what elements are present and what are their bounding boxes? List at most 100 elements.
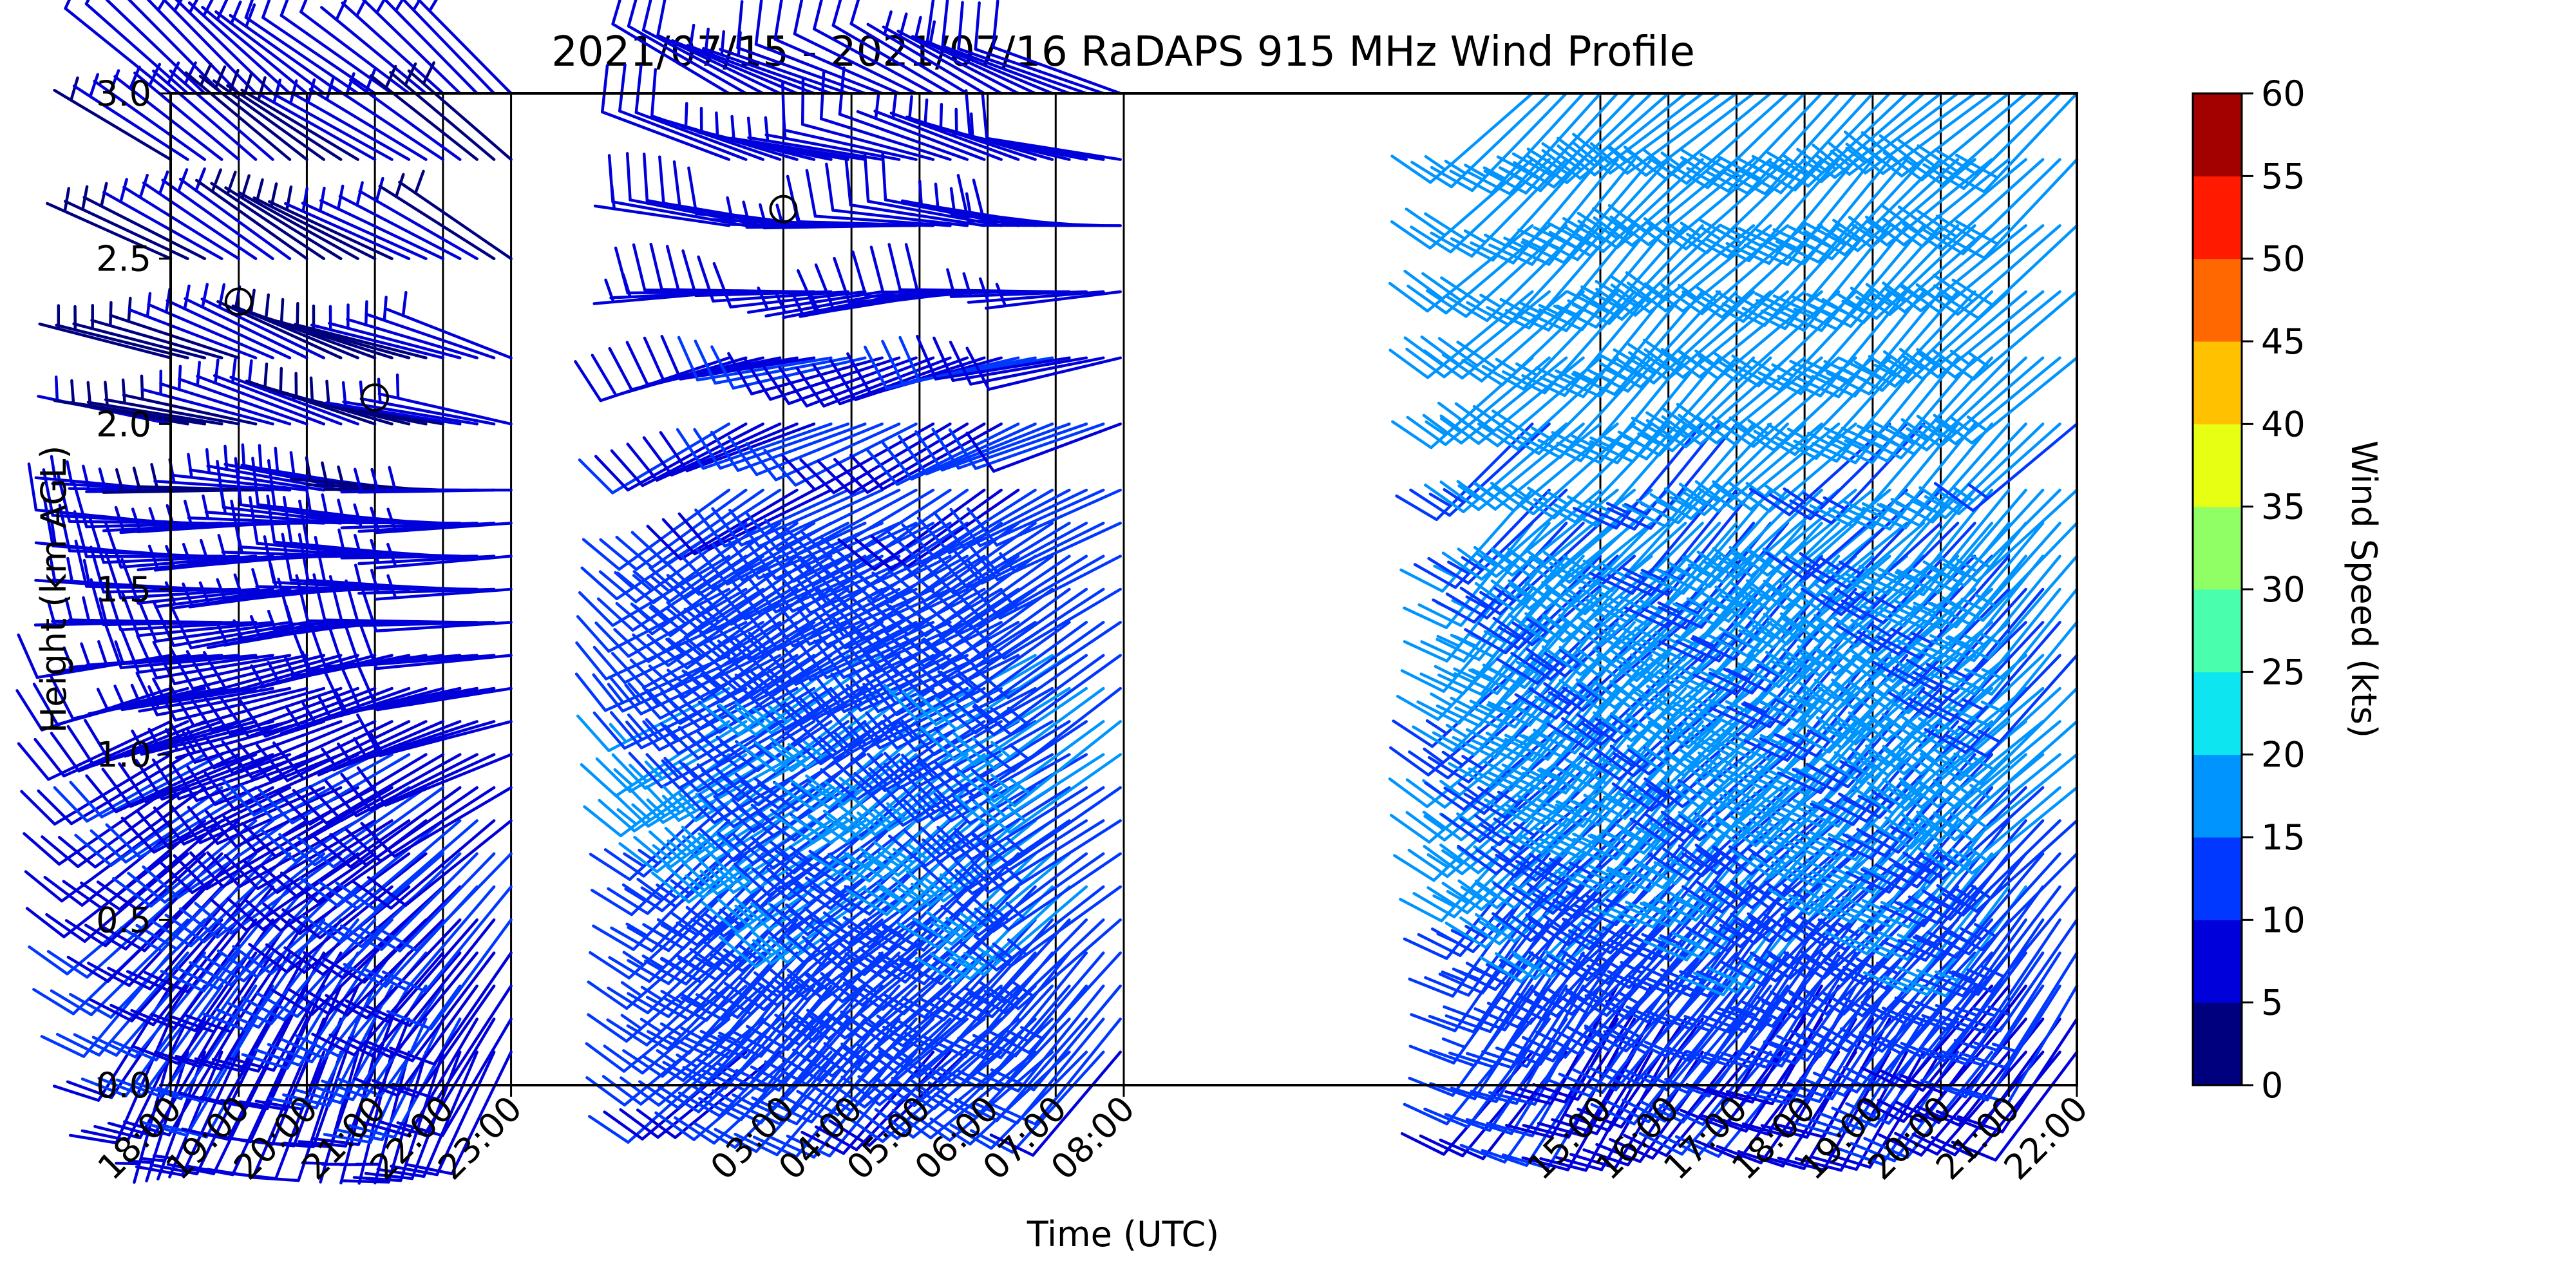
wind-barb: [882, 951, 1020, 1052]
wind-barb: [1539, 1050, 1653, 1172]
wind-barb: [981, 90, 1122, 161]
wind-barb: [598, 753, 748, 833]
wind-barb: [595, 720, 748, 793]
wind-barb: [135, 1050, 240, 1177]
wind-barb: [104, 685, 240, 712]
wind-barb: [1643, 224, 1789, 313]
colorbar-swatch: [2193, 837, 2242, 920]
wind-barb: [214, 0, 326, 95]
colorbar-swatch: [2193, 341, 2242, 424]
wind-barb: [336, 984, 462, 1097]
wind-barb: [194, 852, 343, 935]
wind-barb: [101, 753, 258, 808]
wind-barb: [313, 786, 462, 869]
wind-barb: [90, 786, 240, 864]
wind-barb: [1535, 786, 1670, 890]
wind-barb: [1450, 158, 1585, 262]
wind-barb: [365, 918, 496, 1027]
wind-barb: [1526, 522, 1670, 612]
wind-barb: [1488, 158, 1619, 266]
wind-barb: [1607, 91, 1756, 177]
wind-barb: [256, 78, 377, 161]
wind-barb: [377, 373, 513, 426]
wind-barb: [122, 374, 258, 426]
wind-barb: [1504, 224, 1636, 332]
wind-barb: [378, 1018, 496, 1137]
wind-barb: [107, 1018, 223, 1138]
wind-barb: [1918, 224, 2061, 316]
wind-barb: [1933, 422, 2079, 513]
wind-barb: [238, 720, 393, 782]
wind-barb: [1922, 488, 2061, 587]
wind-barb: [660, 334, 816, 381]
wind-barb: [1416, 621, 1551, 725]
wind-barb: [195, 168, 308, 260]
wind-barb: [685, 951, 816, 1059]
wind-barb: [258, 753, 411, 825]
wind-barb: [964, 89, 1105, 161]
wind-barb: [340, 753, 496, 812]
wind-barb: [925, 852, 1071, 942]
wind-barb: [781, 82, 918, 161]
wind-barb: [229, 359, 359, 426]
wind-barb: [819, 71, 952, 161]
wind-barb: [1922, 819, 2061, 917]
wind-barb: [833, 422, 986, 494]
wind-barb: [901, 488, 1054, 560]
wind-barb: [1526, 91, 1670, 184]
wind-barb: [747, 116, 884, 161]
wind-barb: [856, 93, 986, 161]
wind-barb: [976, 720, 1122, 808]
wind-barb: [299, 819, 445, 908]
wind-barb: [626, 422, 782, 482]
colorbar-swatch: [2193, 1002, 2242, 1086]
wind-barb: [375, 542, 513, 570]
wind-barb: [934, 1018, 1071, 1119]
wind-barb: [169, 786, 326, 844]
wind-barb: [799, 422, 952, 495]
wind-barb: [1509, 852, 1653, 943]
wind-barb: [396, 1018, 513, 1137]
wind-barb: [338, 181, 462, 260]
wind-barb: [904, 243, 1054, 294]
wind-barb: [366, 819, 513, 907]
wind-barb: [1738, 91, 1875, 194]
wind-barb: [1545, 984, 1670, 1098]
wind-barb: [1577, 587, 1721, 679]
wind-barb: [941, 0, 1071, 95]
wind-barb: [1947, 885, 2079, 993]
wind-barb: [389, 951, 513, 1066]
wind-barb: [178, 852, 326, 939]
wind-barb: [953, 819, 1105, 894]
wind-barb: [974, 984, 1105, 1093]
wind-barb: [964, 918, 1105, 1015]
wind-barb: [1849, 621, 1994, 711]
x-axis-label: Time (UTC): [1027, 1214, 1220, 1255]
wind-barb: [956, 687, 1105, 770]
wind-barb: [227, 918, 359, 1025]
wind-barb: [122, 173, 240, 260]
wind-barb: [1399, 819, 1534, 923]
wind-barb: [801, 488, 952, 566]
wind-barb: [765, 654, 918, 726]
wind-barb: [1951, 1050, 2079, 1162]
wind-barb: [104, 622, 258, 670]
wind-barb: [46, 187, 173, 260]
wind-barb: [949, 1050, 1088, 1150]
wind-barb: [156, 984, 274, 1103]
wind-barb: [985, 283, 1122, 310]
wind-barb: [844, 157, 986, 227]
wind-barb: [184, 283, 308, 359]
colorbar-swatch: [2193, 176, 2242, 260]
wind-barb: [1959, 951, 2079, 1069]
wind-barb: [973, 1018, 1105, 1125]
wind-barb: [1814, 587, 1960, 677]
wind-barb: [925, 0, 1054, 95]
wind-barb: [371, 984, 496, 1099]
wind-barb: [1483, 720, 1619, 823]
wind-barb: [360, 786, 513, 858]
wind-barb: [954, 587, 1105, 665]
wind-barb: [986, 951, 1122, 1054]
wind-barb: [898, 984, 1037, 1083]
